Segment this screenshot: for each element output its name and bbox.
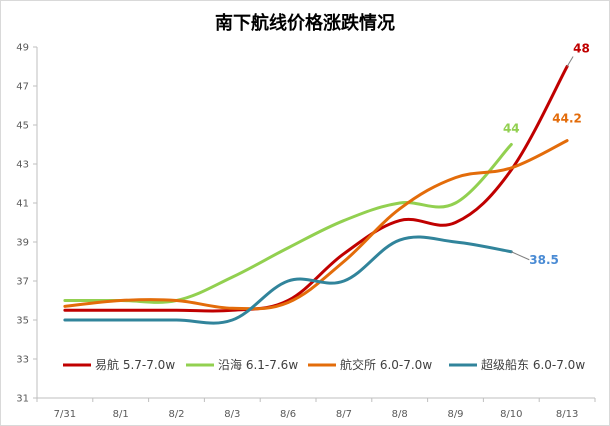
- legend: 易航 5.7-7.0w 沿海 6.1-7.6w 航交所 6.0-7.0w 超级船东 6…: [63, 357, 585, 372]
- series-line: [63, 143, 513, 304]
- y-tick-label: 33: [16, 355, 29, 366]
- legend-label: 易航 5.7-7.0w: [95, 357, 175, 372]
- data-label-leader: [566, 56, 574, 67]
- series-line: [63, 139, 569, 311]
- legend-label: 航交所 6.0-7.0w: [340, 357, 432, 372]
- y-tick-label: 47: [16, 82, 29, 93]
- data-labels: 48 44 44.2 38.5: [503, 42, 590, 267]
- y-tick-label: 39: [16, 238, 29, 249]
- series-end-label: 48: [573, 42, 590, 56]
- y-tick-label: 41: [16, 199, 29, 210]
- series-lines: [63, 65, 569, 325]
- x-tick-label: 8/13: [556, 409, 578, 420]
- y-tick-label: 43: [16, 160, 29, 171]
- axes: 31 33 35 37 39 41 43 45 47 49 7/31 8/1 8/2 8/3 8/6 8/7 8…: [16, 43, 596, 420]
- series-end-label: 44: [503, 122, 520, 136]
- x-tick-label: 8/10: [500, 409, 522, 420]
- x-tick-label: 8/9: [447, 409, 463, 420]
- series-line: [63, 65, 569, 313]
- y-tick-label: 35: [16, 316, 29, 327]
- series-line: [63, 235, 513, 325]
- data-label-leader: [511, 251, 530, 261]
- y-tick-label: 31: [16, 394, 29, 405]
- legend-label: 超级船东 6.0-7.0w: [481, 357, 585, 372]
- y-tick-label: 37: [16, 277, 29, 288]
- x-tick-label: 8/3: [224, 409, 240, 420]
- x-tick-label: 7/31: [54, 409, 76, 420]
- x-tick-label: 8/1: [113, 409, 129, 420]
- y-tick-label: 45: [16, 121, 29, 132]
- chart-title: 南下航线价格涨跌情况: [215, 12, 395, 34]
- x-tick-label: 8/2: [168, 409, 184, 420]
- x-tick-label: 8/8: [392, 409, 408, 420]
- x-tick-label: 8/7: [336, 409, 352, 420]
- y-tick-label: 49: [16, 43, 29, 54]
- x-tick-label: 8/6: [280, 409, 296, 420]
- series-end-label: 44.2: [552, 112, 582, 126]
- series-end-label: 38.5: [529, 253, 559, 267]
- legend-label: 沿海 6.1-7.6w: [218, 357, 298, 372]
